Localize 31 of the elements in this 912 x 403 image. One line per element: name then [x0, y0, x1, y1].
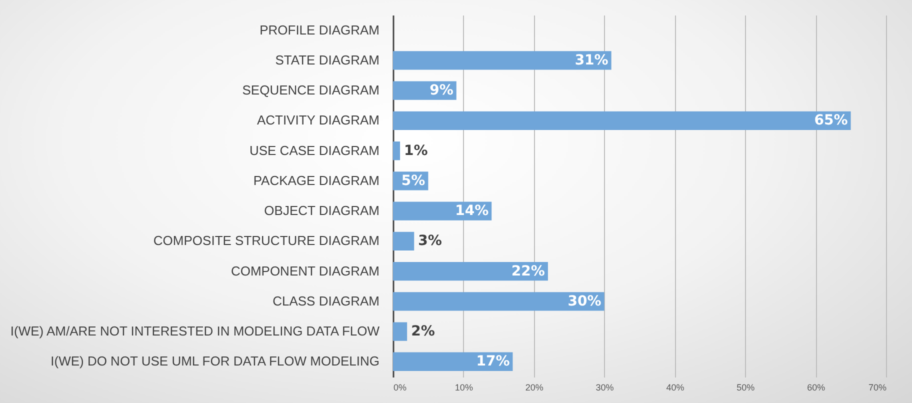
x-tick-label: 20% — [525, 382, 544, 392]
data-label: 30% — [568, 293, 602, 310]
y-tick-label: CLASS DIAGRAM — [272, 293, 380, 308]
y-tick-label: SEQUENCE DIAGRAM — [242, 82, 380, 98]
y-tick-label: PACKAGE DIAGRAM — [253, 172, 380, 188]
data-label: 5% — [401, 172, 426, 189]
x-tick-label: 60% — [807, 382, 826, 392]
y-tick-label: ACTIVITY DIAGRAM — [256, 112, 380, 128]
y-tick-label: I(WE) AM/ARE NOT INTERESTED IN MODELING DATA FLOW — [10, 324, 380, 339]
data-label: 65% — [814, 112, 848, 129]
y-tick-label: OBJECT DIAGRAM — [264, 203, 380, 218]
data-label: 3% — [418, 233, 442, 250]
data-label: 31% — [574, 52, 608, 68]
data-label: 14% — [455, 203, 489, 220]
y-tick-label: PROFILE DIAGRAM — [260, 22, 380, 38]
x-tick-label: 40% — [666, 382, 684, 392]
y-tick-label: I(WE) DO NOT USE UML FOR DATA FLOW MODELING — [50, 354, 380, 369]
x-tick-label: 70% — [868, 382, 886, 392]
data-label: 17% — [476, 354, 510, 370]
data-label: 22% — [511, 263, 545, 280]
x-tick-label: 10% — [454, 382, 473, 392]
x-tick-label: 30% — [596, 382, 614, 392]
x-tick-label: 0% — [394, 382, 407, 392]
y-tick-label: COMPONENT DIAGRAM — [230, 263, 380, 278]
x-tick-label: 50% — [736, 382, 755, 392]
y-tick-label: USE CASE DIAGRAM — [249, 142, 380, 158]
y-tick-label: STATE DIAGRAM — [275, 52, 380, 68]
data-label: 1% — [404, 142, 428, 159]
data-label: 2% — [411, 324, 435, 340]
y-tick-label: COMPOSITE STRUCTURE DIAGRAM — [153, 233, 380, 248]
data-label: 9% — [430, 82, 454, 99]
